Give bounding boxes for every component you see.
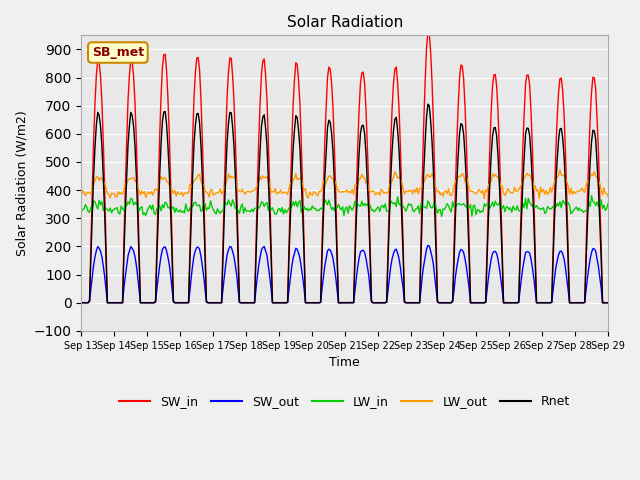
- SW_in: [532, 300, 540, 306]
- LW_out: [348, 187, 356, 192]
- SW_out: [602, 300, 609, 306]
- LW_out: [77, 193, 85, 199]
- LW_out: [603, 191, 611, 197]
- Rnet: [604, 300, 612, 306]
- LW_in: [77, 209, 85, 215]
- SW_out: [424, 242, 432, 248]
- SW_in: [454, 104, 462, 110]
- Rnet: [77, 300, 85, 306]
- SW_in: [602, 300, 609, 306]
- Rnet: [348, 300, 356, 306]
- SW_out: [454, 256, 462, 262]
- LW_in: [588, 193, 595, 199]
- LW_out: [481, 196, 488, 202]
- SW_out: [77, 300, 85, 306]
- Line: SW_in: SW_in: [81, 32, 608, 303]
- SW_out: [95, 245, 103, 251]
- Line: SW_out: SW_out: [81, 245, 608, 303]
- Rnet: [112, 300, 120, 306]
- X-axis label: Time: Time: [330, 356, 360, 369]
- SW_in: [348, 300, 356, 306]
- SW_in: [424, 29, 432, 35]
- SW_in: [604, 300, 612, 306]
- SW_out: [532, 300, 540, 306]
- Line: Rnet: Rnet: [81, 104, 608, 303]
- Text: SB_met: SB_met: [92, 46, 144, 59]
- LW_in: [95, 197, 103, 203]
- Legend: SW_in, SW_out, LW_in, LW_out, Rnet: SW_in, SW_out, LW_in, LW_out, Rnet: [114, 390, 575, 413]
- SW_out: [604, 300, 612, 306]
- LW_out: [604, 193, 612, 199]
- SW_out: [112, 300, 120, 306]
- LW_in: [604, 201, 612, 206]
- SW_in: [77, 300, 85, 306]
- LW_out: [532, 188, 540, 194]
- Line: LW_out: LW_out: [81, 169, 608, 199]
- LW_out: [112, 194, 120, 200]
- Rnet: [602, 300, 609, 306]
- LW_in: [532, 203, 540, 208]
- Line: LW_in: LW_in: [81, 196, 608, 216]
- LW_in: [454, 201, 462, 206]
- SW_in: [112, 300, 120, 306]
- Rnet: [424, 101, 432, 107]
- LW_in: [348, 207, 356, 213]
- Rnet: [95, 112, 103, 118]
- LW_out: [556, 167, 564, 172]
- Y-axis label: Solar Radiation (W/m2): Solar Radiation (W/m2): [15, 110, 28, 256]
- Rnet: [532, 300, 540, 306]
- Rnet: [454, 153, 462, 159]
- LW_in: [112, 205, 120, 211]
- LW_in: [438, 214, 445, 219]
- LW_out: [95, 178, 103, 183]
- LW_out: [453, 180, 461, 185]
- Title: Solar Radiation: Solar Radiation: [287, 15, 403, 30]
- LW_in: [603, 205, 611, 211]
- SW_in: [95, 60, 103, 65]
- SW_out: [348, 300, 356, 306]
